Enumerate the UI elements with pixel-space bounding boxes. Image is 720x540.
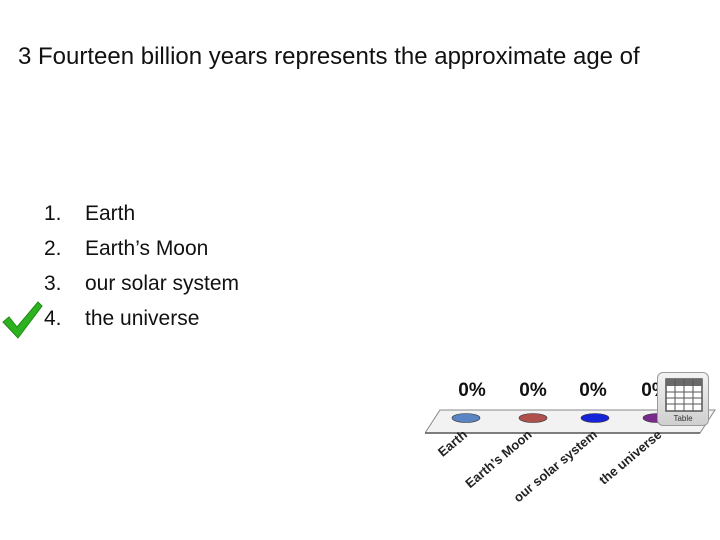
chart-bar-base-3 [580, 413, 610, 423]
answer-text: our solar system [85, 272, 240, 295]
answer-text: the universe [85, 307, 200, 330]
answer-number: 3. [44, 272, 62, 295]
chart-value-label-3: 0% [579, 380, 607, 401]
chart-value-label-1: 0% [458, 380, 486, 401]
answer-list: 1. Earth 2. Earth’s Moon 3. our solar sy… [44, 196, 239, 336]
chart-value-label-2: 0% [519, 380, 547, 401]
answer-option-2[interactable]: 2. Earth’s Moon [44, 231, 239, 266]
chart-bar-base-1 [451, 413, 481, 423]
answer-option-4[interactable]: 4. the universe [44, 301, 239, 336]
answer-number: 4. [44, 307, 62, 330]
table-button-label: Table [673, 414, 693, 423]
grid-table-icon [665, 378, 703, 412]
answer-text: Earth [85, 202, 136, 225]
checkmark-icon [2, 301, 43, 339]
answer-number: 2. [44, 237, 62, 260]
answer-text: Earth’s Moon [85, 237, 209, 260]
question-title: 3 Fourteen billion years represents the … [18, 43, 640, 70]
chart-bar-base-2 [518, 413, 548, 423]
answer-option-1[interactable]: 1. Earth [44, 196, 239, 231]
table-view-button[interactable]: Table [657, 372, 709, 426]
answer-number: 1. [44, 202, 62, 225]
answer-option-3[interactable]: 3. our solar system [44, 266, 239, 301]
